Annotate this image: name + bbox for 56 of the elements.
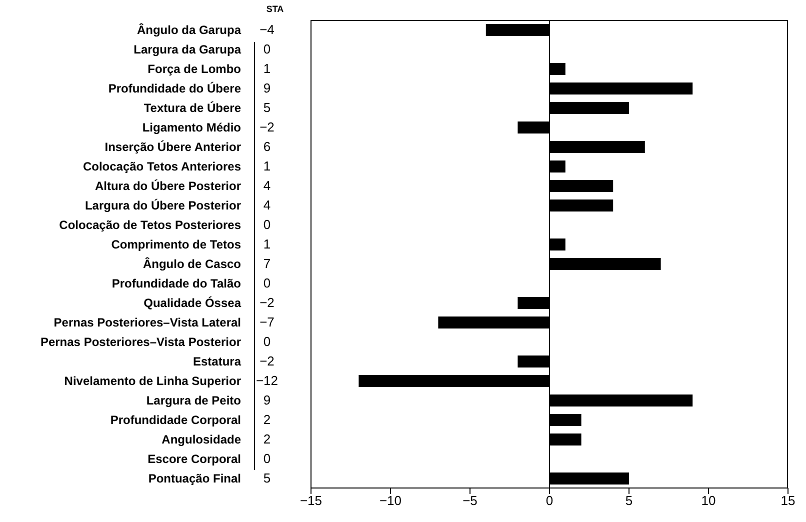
data-label: 0 — [263, 41, 271, 56]
y-tick-label: Comprimento de Tetos — [111, 237, 242, 252]
data-label: −12 — [256, 372, 278, 388]
data-label: −7 — [260, 314, 274, 330]
data-label: 1 — [263, 236, 271, 252]
data-label: 1 — [263, 60, 271, 76]
data-label: 0 — [263, 216, 271, 232]
y-tick-label: Ligamento Médio — [142, 120, 241, 134]
data-label: 0 — [263, 450, 271, 466]
y-tick-label: Angulosidade — [162, 432, 242, 446]
data-label: 0 — [263, 275, 271, 290]
data-label: −2 — [260, 294, 274, 310]
data-label: 5 — [263, 100, 271, 115]
x-tick-label: 0 — [546, 493, 554, 508]
data-label: 7 — [263, 256, 271, 271]
x-tick-label: 15 — [780, 493, 796, 508]
x-tick-label: 10 — [701, 493, 716, 508]
y-tick-label: Estatura — [192, 354, 242, 368]
data-label: 6 — [263, 138, 271, 154]
y-tick-label: Profundidade do Talão — [112, 276, 241, 290]
data-label: 4 — [263, 197, 271, 212]
x-tick-label: −5 — [462, 493, 478, 508]
y-tick-label: Ângulo da Garupa — [136, 22, 242, 37]
y-tick-label: Pontuação Final — [148, 471, 241, 486]
y-tick-label: Largura do Úbere Posterior — [84, 198, 242, 212]
y-tick-label: Textura de Úbere — [144, 100, 242, 115]
y-tick-label: Altura do Úbere Posterior — [94, 178, 242, 193]
y-tick-label: Profundidade do Úbere — [108, 81, 242, 96]
y-tick-label: Pernas Posteriores–Vista Lateral — [54, 315, 241, 330]
data-label: 2 — [263, 431, 271, 446]
y-tick-label: Ângulo de Casco — [142, 256, 241, 271]
data-label: 9 — [263, 80, 271, 96]
data-label: −2 — [260, 119, 274, 134]
y-tick-label: Nivelamento de Linha Superior — [64, 374, 242, 388]
y-tick-label: Força de Lombo — [148, 62, 241, 76]
y-tick-label: Inserção Úbere Anterior — [104, 140, 242, 154]
text: STA — [265, 4, 285, 14]
x-tick-label: −15 — [300, 493, 322, 508]
y-tick-label: Largura de Peito — [146, 393, 241, 408]
x-tick-label: −10 — [379, 493, 402, 508]
y-tick-label: Pernas Posteriores–Vista Posterior — [40, 334, 242, 349]
data-label: 1 — [263, 158, 271, 174]
y-tick-label: Largura da Garupa — [134, 42, 242, 56]
y-tick-label: Colocação de Tetos Posteriores — [59, 218, 242, 232]
x-tick-label: 5 — [625, 493, 633, 508]
data-label: 9 — [263, 392, 271, 408]
data-label: 5 — [263, 470, 271, 486]
y-tick-label: Qualidade Óssea — [144, 296, 242, 310]
y-tick-label: Escore Corporal — [148, 452, 241, 466]
data-label: 0 — [263, 334, 271, 349]
y-tick-label: Colocação Tetos Anteriores — [82, 159, 242, 174]
data-label: 4 — [263, 178, 271, 193]
data-label: −4 — [260, 22, 274, 37]
y-tick-label: Profundidade Corporal — [110, 412, 241, 427]
data-label: 2 — [263, 412, 271, 427]
data-label: −2 — [260, 353, 274, 368]
